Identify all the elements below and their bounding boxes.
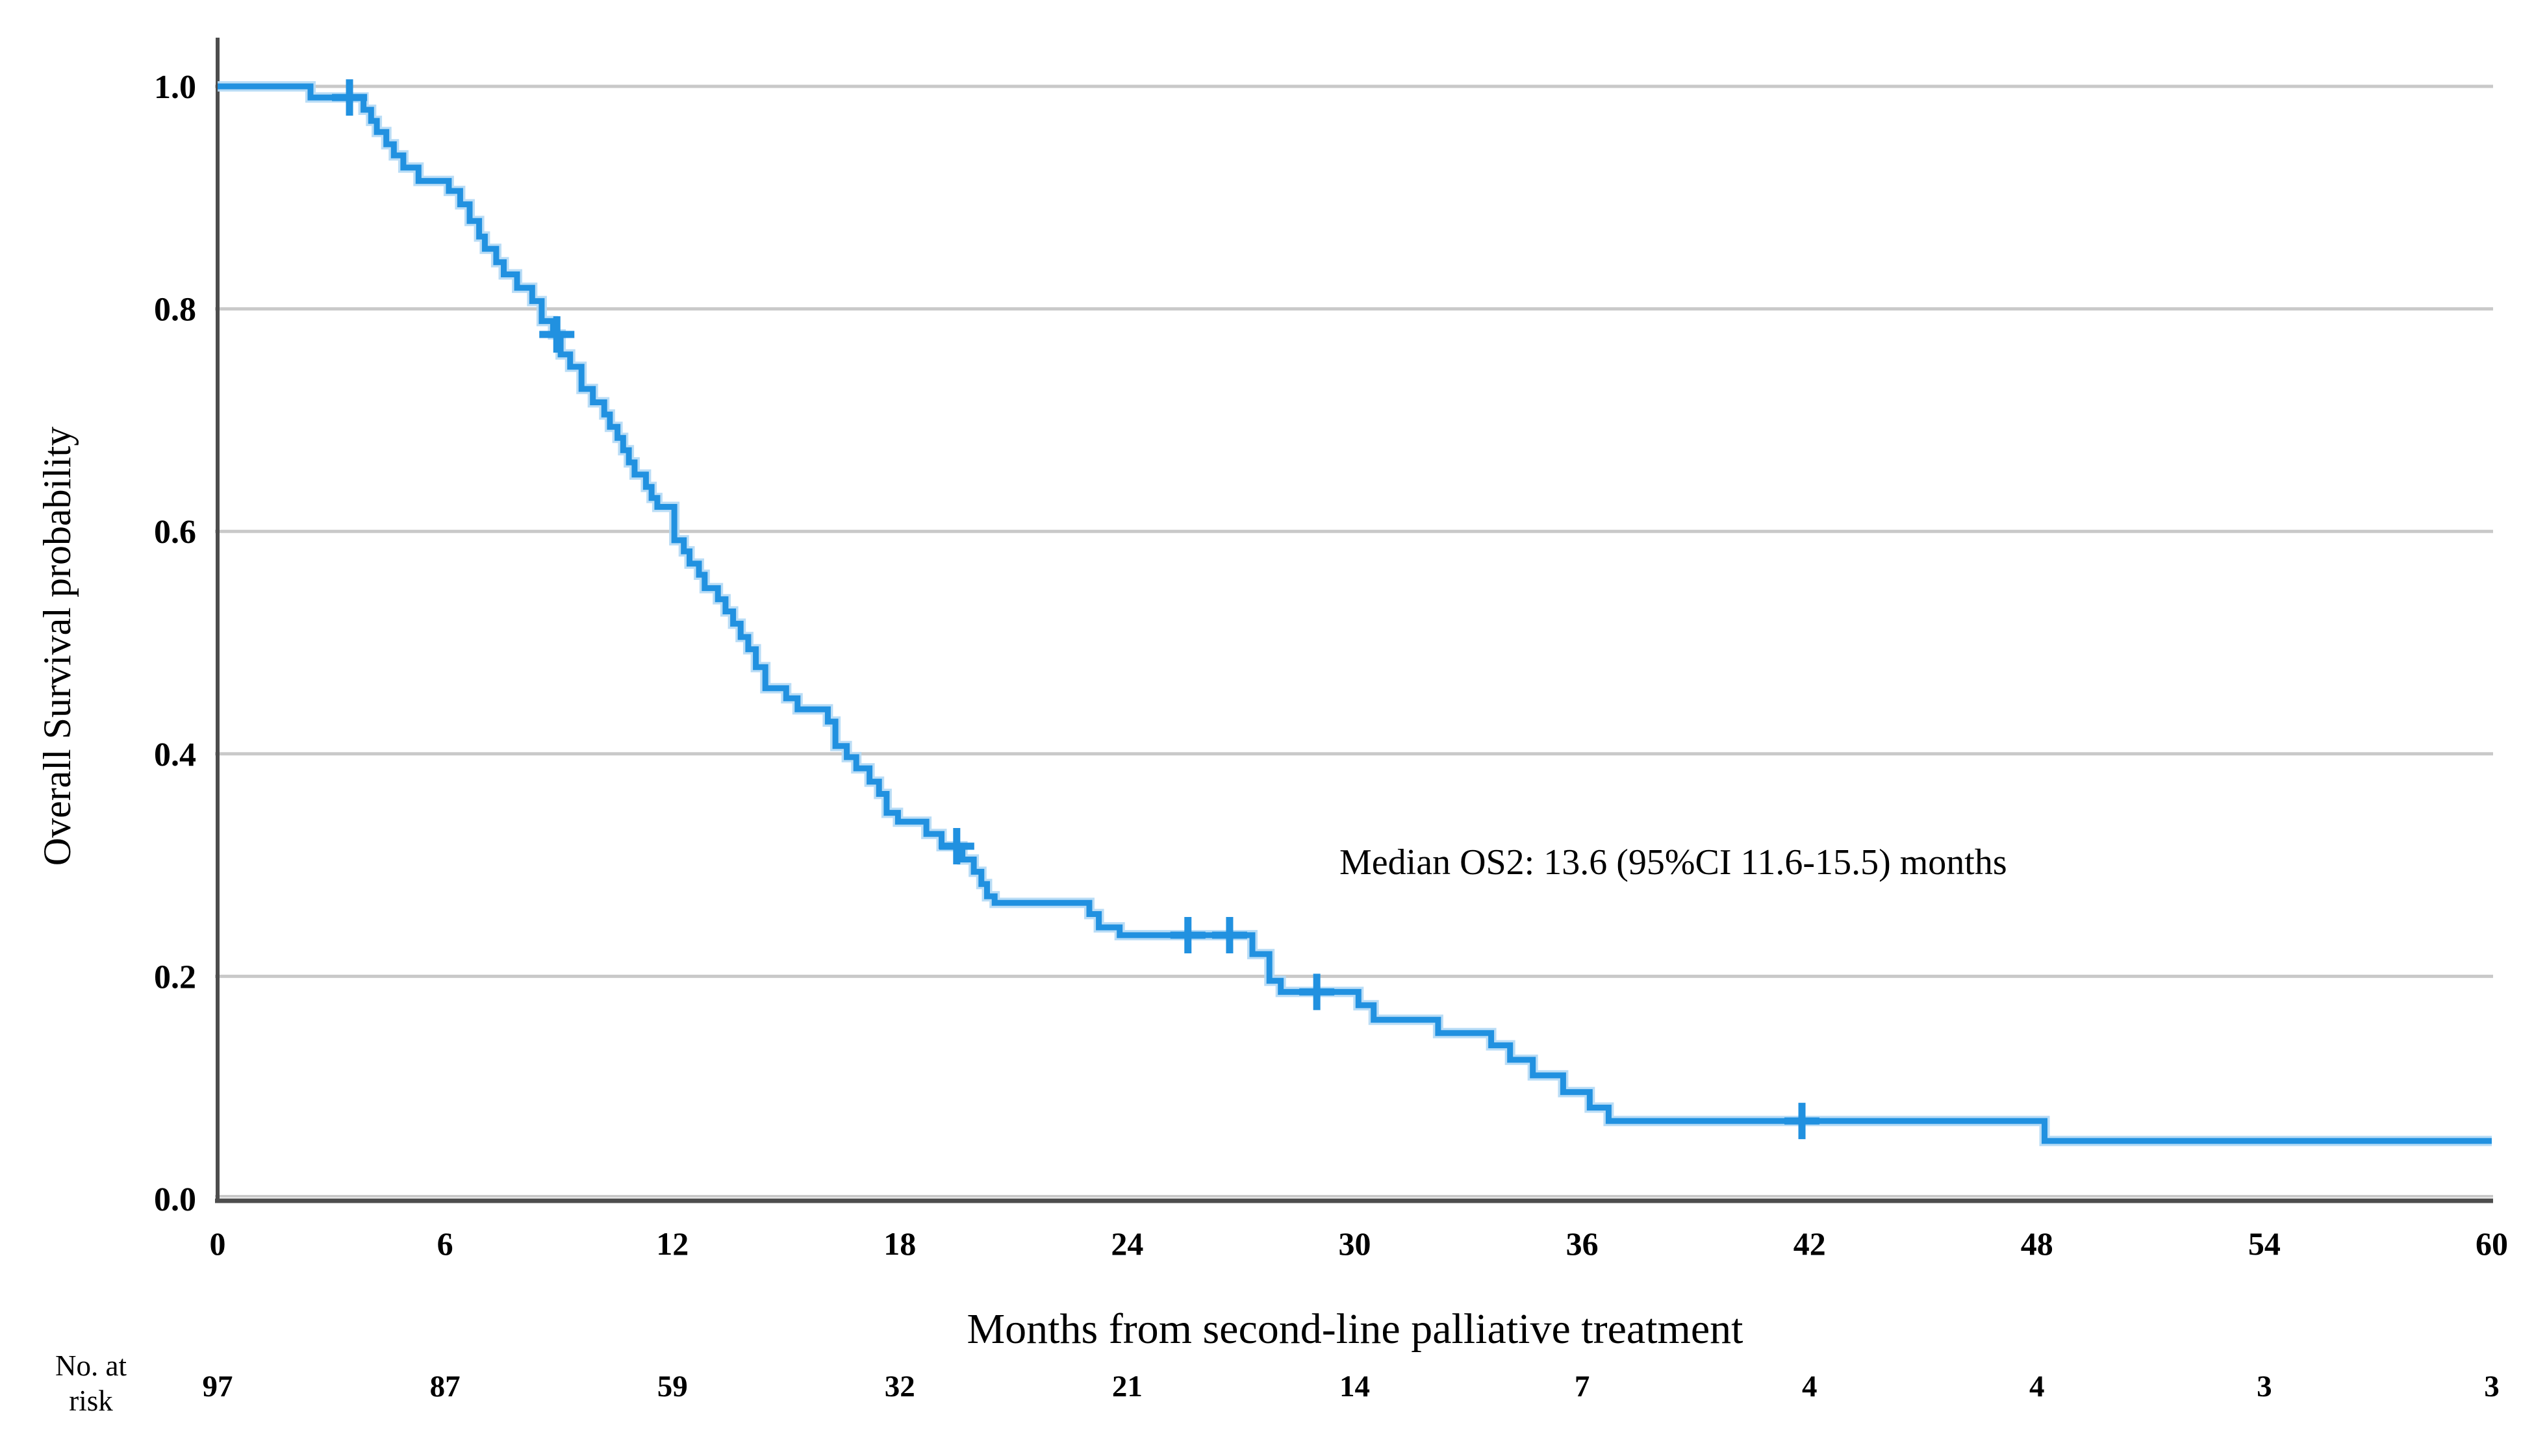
km-curve [218, 81, 2492, 1146]
at-risk-value: 3 [2257, 1370, 2272, 1403]
y-tick-label: 0.6 [154, 514, 196, 551]
x-tick-label: 60 [2476, 1225, 2508, 1262]
x-tick-label: 6 [437, 1225, 453, 1262]
y-tick-label: 0.2 [154, 959, 196, 996]
at-risk-value: 21 [1112, 1370, 1143, 1403]
censor-plus-icon [939, 827, 974, 864]
x-tick-label: 0 [210, 1225, 226, 1262]
censor-marks [332, 79, 1820, 1140]
x-tick-label: 48 [2021, 1225, 2053, 1262]
x-tick-label: 54 [2248, 1225, 2281, 1262]
axes [215, 38, 2493, 1203]
at-risk-value: 4 [1802, 1370, 1818, 1403]
x-tick-label: 12 [656, 1225, 689, 1262]
at-risk-value: 14 [1339, 1370, 1370, 1403]
censor-plus-icon [1784, 1103, 1820, 1140]
at-risk-value: 3 [2484, 1370, 2500, 1403]
censor-plus-icon [1211, 917, 1247, 954]
censor-plus-icon [1170, 917, 1206, 954]
x-tick-label: 42 [1793, 1225, 1826, 1262]
at-risk-value: 4 [2029, 1370, 2045, 1403]
censor-plus-icon [1299, 973, 1335, 1010]
at-risk-label-line1: No. at [55, 1349, 127, 1382]
at-risk-label-line2: risk [69, 1385, 113, 1417]
y-tick-label: 1.0 [154, 69, 196, 106]
at-risk-value: 32 [885, 1370, 915, 1403]
y-gridlines [215, 84, 2493, 1198]
km-curve-halo [218, 81, 2492, 1146]
x-tick-label: 24 [1111, 1225, 1143, 1262]
y-tick-label: 0.4 [154, 736, 196, 773]
y-axis-title: Overall Survival probability [36, 427, 79, 866]
censor-plus-icon [332, 79, 368, 116]
at-risk-value: 87 [430, 1370, 461, 1403]
x-tick-label: 18 [883, 1225, 916, 1262]
y-tick-labels: 0.0 0.2 0.4 0.6 0.8 1.0 [154, 69, 196, 1218]
y-tick-label: 0.0 [154, 1181, 196, 1218]
median-annotation: Median OS2: 13.6 (95%CI 11.6-15.5) month… [1339, 842, 2007, 883]
censor-plus-icon [539, 316, 575, 353]
x-axis-title: Months from second-line palliative treat… [967, 1305, 1743, 1353]
x-tick-labels: 0 6 12 18 24 30 36 42 48 54 60 [210, 1225, 2509, 1262]
at-risk-values: 97 87 59 32 21 14 7 4 4 3 3 [203, 1370, 2500, 1403]
at-risk-value: 7 [1575, 1370, 1590, 1403]
km-curve-line [218, 83, 2492, 1144]
y-tick-label: 0.8 [154, 292, 196, 329]
x-tick-label: 30 [1339, 1225, 1371, 1262]
x-tick-label: 36 [1566, 1225, 1599, 1262]
at-risk-value: 59 [657, 1370, 688, 1403]
at-risk-value: 97 [203, 1370, 233, 1403]
